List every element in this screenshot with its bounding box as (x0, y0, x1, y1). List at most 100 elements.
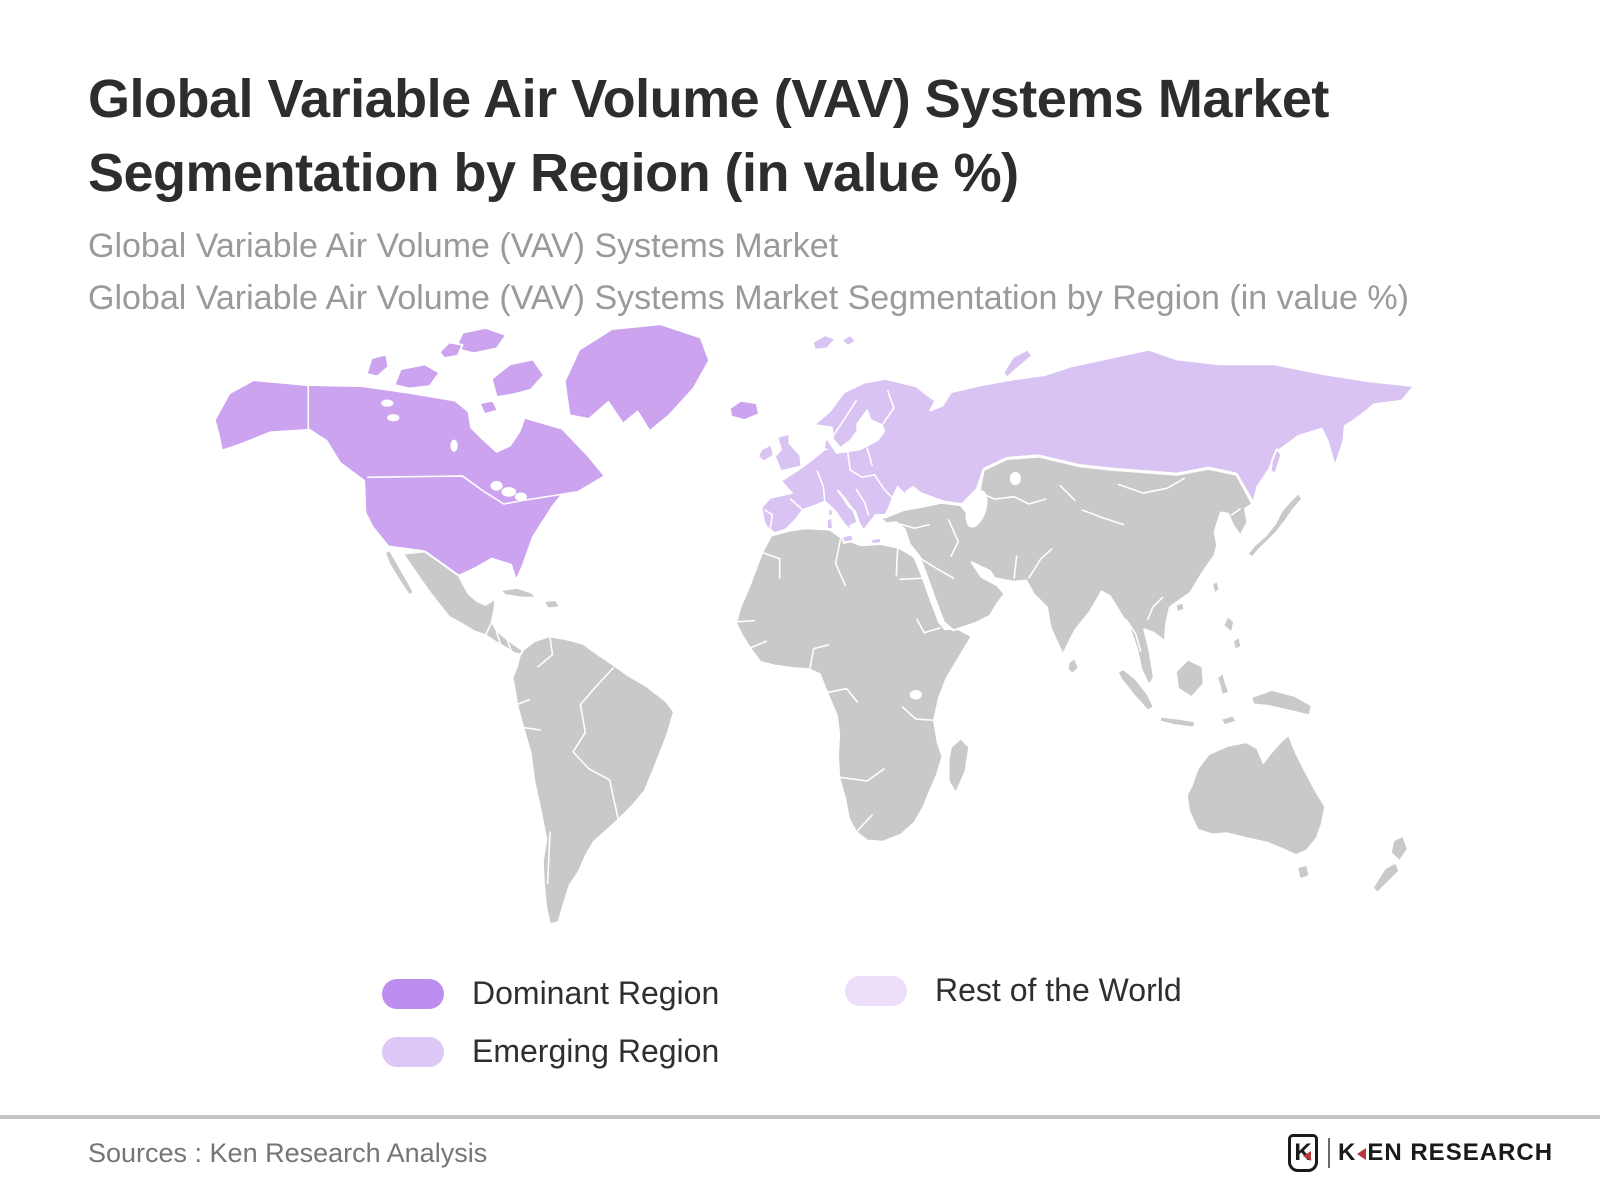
border-algeria-libya (834, 538, 847, 587)
border-turkey-syria (896, 522, 930, 530)
land-svalbard-east (840, 334, 858, 348)
land-timor (1219, 714, 1238, 727)
logo-brand-prefix: K (1338, 1139, 1357, 1166)
land-mexico-central-america (402, 550, 524, 656)
land-victoria-island (393, 363, 441, 390)
border-south-africa (839, 768, 885, 782)
border-senegal (736, 619, 755, 623)
land-svalbard (811, 334, 837, 351)
border-india-pakistan (1027, 548, 1053, 579)
sources-text: Sources : Ken Research Analysis (88, 1138, 488, 1168)
inland-waters (381, 399, 1021, 700)
border-chile-argentina (546, 831, 551, 884)
logo-shield-wedge-icon (1303, 1151, 1311, 1161)
legend-item-dominant: Dominant Region (382, 975, 719, 1012)
subtitle-segmentation: Global Variable Air Volume (VAV) Systems… (88, 279, 1409, 317)
border-himalaya (1081, 509, 1125, 526)
land-philippines-south (1231, 635, 1243, 651)
land-united-kingdom (773, 432, 803, 473)
border-central-america-1 (495, 630, 502, 645)
aral-sea (1009, 471, 1021, 486)
land-sri-lanka (1066, 657, 1080, 676)
region-europe-russia (756, 334, 1415, 546)
border-kazakh-china (1059, 484, 1076, 502)
border-central-america-2 (506, 639, 512, 652)
border-ukraine-west (873, 474, 894, 499)
land-ellesmere-island (454, 326, 508, 355)
border-ethiopia (916, 618, 941, 634)
great-slave-lake (387, 414, 400, 422)
legend-swatch-rest-of-world (845, 975, 907, 1006)
border-burma-thailand (1125, 618, 1142, 652)
legend-item-emerging: Emerging Region (382, 1033, 719, 1070)
border-portugal-spain (764, 509, 774, 531)
land-africa (734, 527, 973, 843)
world-map (205, 318, 1420, 950)
border-brazil (572, 667, 619, 820)
great-lake-superior (490, 480, 503, 491)
land-south-america (511, 635, 675, 926)
border-balkans (855, 488, 870, 516)
land-hainan (1174, 601, 1186, 614)
border-ecuador-peru (516, 698, 531, 706)
border-tanzania (901, 706, 935, 722)
border-norway-sweden (832, 399, 858, 437)
border-egypt-sudan (899, 577, 926, 581)
border-korea-china (1230, 508, 1241, 516)
land-sicily (840, 533, 855, 544)
land-europe-russia (760, 348, 1415, 535)
great-lake-erie-ontario (514, 492, 527, 501)
land-banks-island (365, 353, 390, 378)
border-central-europe (849, 469, 876, 479)
border-vietnam-laos (1147, 596, 1164, 621)
land-australia (1185, 733, 1327, 857)
land-sumatra (1116, 668, 1155, 712)
legend-label-emerging: Emerging Region (472, 1033, 720, 1069)
legend-label-dominant: Dominant Region (472, 975, 720, 1011)
page-title: Global Variable Air Volume (VAV) Systems… (88, 62, 1568, 210)
great-bear-lake (381, 399, 394, 407)
land-cuba (499, 586, 538, 599)
land-iceland (728, 399, 761, 422)
land-hispaniola (543, 599, 561, 610)
land-borneo (1174, 658, 1205, 699)
border-kazakh-uzbek (976, 491, 1047, 505)
land-baffin-island (490, 358, 545, 399)
legend-label-rest-of-world: Rest of the World (935, 972, 1182, 1008)
land-new-guinea (1250, 688, 1313, 717)
land-madagascar (947, 737, 971, 795)
country-borders (307, 385, 1241, 884)
land-sardinia (826, 516, 835, 531)
land-sakhalin (1269, 448, 1283, 475)
land-baja (383, 549, 415, 597)
border-saudi-north (916, 555, 955, 579)
land-new-zealand-south (1371, 861, 1401, 894)
header: Global Variable Air Volume (VAV) Systems… (88, 62, 1568, 324)
border-iran-east (1013, 555, 1018, 579)
logo-shield-icon: K (1288, 1134, 1318, 1172)
subtitle-market: Global Variable Air Volume (VAV) Systems… (88, 227, 839, 265)
border-france-germany (816, 470, 826, 503)
border-us-canada (367, 475, 563, 505)
border-peru-bolivia (522, 726, 542, 731)
logo-brand-text: K EN RESEARCH (1338, 1139, 1553, 1167)
border-libya-egypt (895, 548, 899, 577)
lake-winnipeg (450, 439, 458, 452)
page-title-line2: Segmentation by Region (in value %) (88, 143, 1019, 203)
border-morocco-algeria (761, 551, 781, 579)
border-poland-baltics (866, 447, 873, 466)
border-mexico-guatemala (484, 621, 493, 637)
land-java (1159, 715, 1197, 729)
border-finland-russia (882, 390, 895, 425)
logo-divider-bar (1328, 1138, 1330, 1168)
logo-brand-suffix: EN RESEARCH (1367, 1139, 1554, 1166)
land-philippines (1222, 614, 1236, 634)
land-ireland (756, 443, 775, 463)
border-germany-poland (846, 450, 851, 471)
land-taiwan (1211, 579, 1221, 595)
logo-brand-wedge-icon (1357, 1148, 1367, 1160)
land-greenland (563, 323, 711, 433)
ken-research-logo: K K EN RESEARCH (1288, 1134, 1553, 1172)
legend-swatch-emerging (382, 1036, 444, 1067)
